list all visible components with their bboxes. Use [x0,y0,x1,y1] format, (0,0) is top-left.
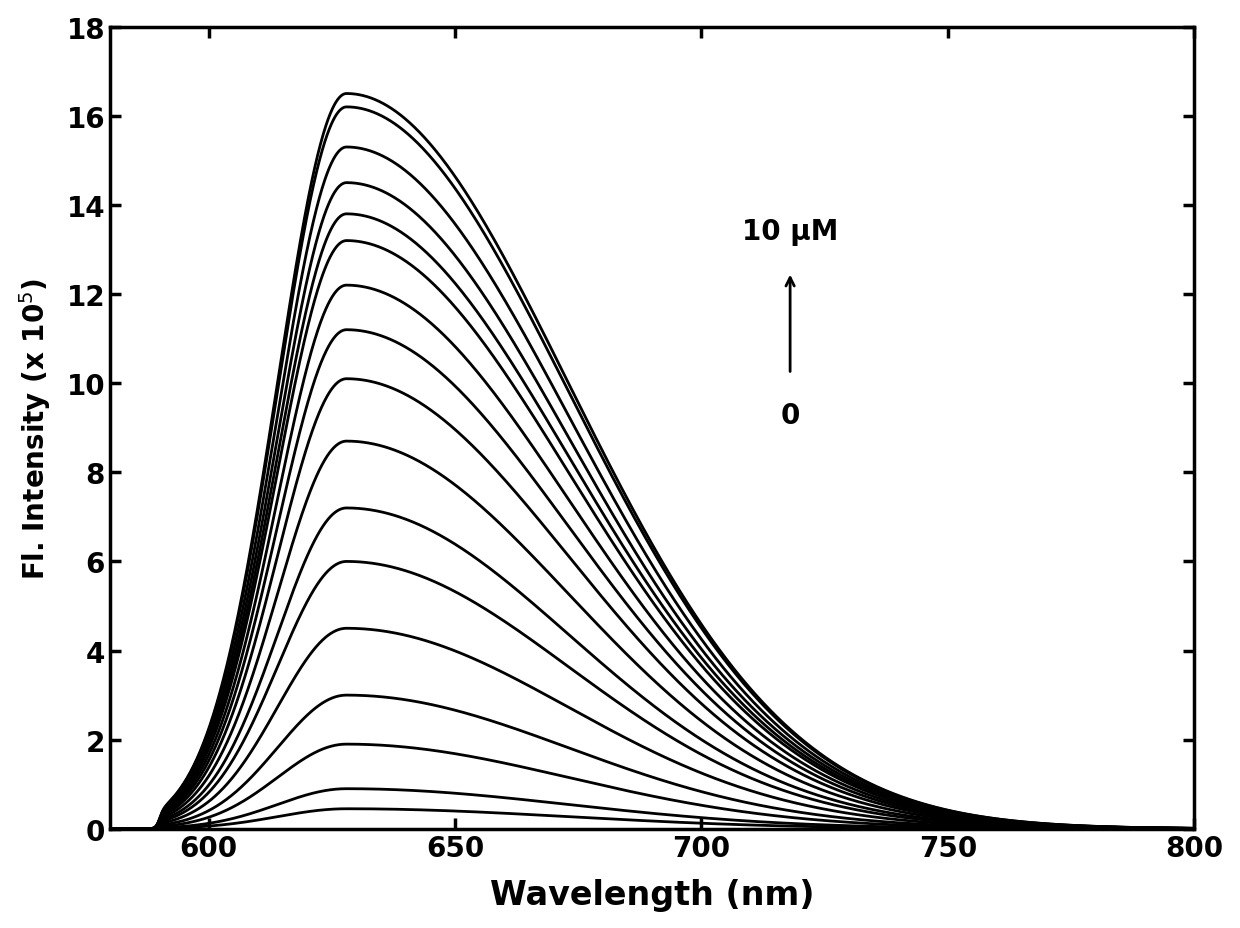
X-axis label: Wavelength (nm): Wavelength (nm) [490,879,815,911]
Text: 10 μM: 10 μM [742,218,838,246]
Y-axis label: Fl. Intensity (x 10$^5$): Fl. Intensity (x 10$^5$) [16,277,52,579]
Text: 0: 0 [780,402,800,430]
